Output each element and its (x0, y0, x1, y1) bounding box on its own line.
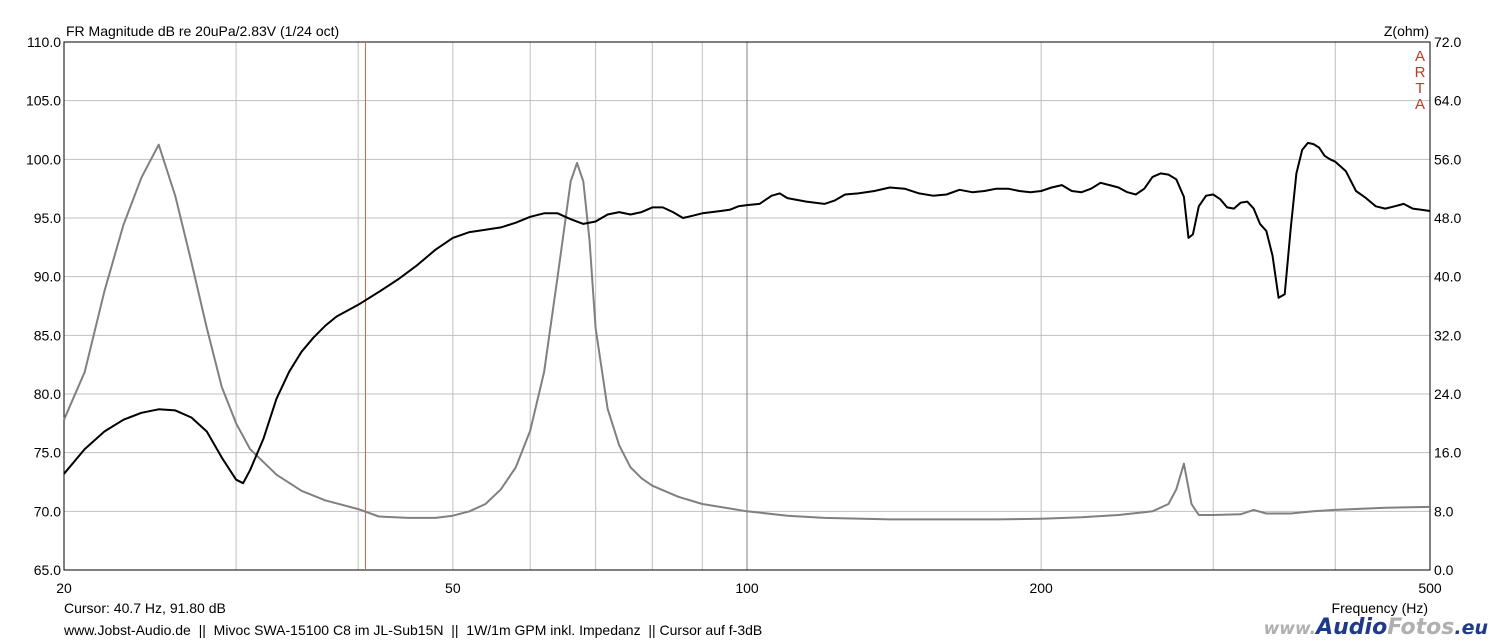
arta-letter-a2: A (1415, 96, 1425, 113)
watermark-eu: .eu (1454, 617, 1488, 639)
x-tick-label: 20 (56, 580, 72, 596)
y-left-axis: 65.0 70.0 75.0 80.0 85.0 90.0 95.0 100.0 105.0 11… (26, 34, 61, 578)
y-right-tick-label: 24.0 (1434, 386, 1461, 402)
y-left-tick-label: 100.0 (26, 151, 61, 167)
y-left-tick-label: 70.0 (34, 503, 61, 519)
y-left-tick-label: 105.0 (26, 93, 61, 109)
cursor-readout: Cursor: 40.7 Hz, 91.80 dB (64, 600, 226, 616)
y-right-tick-label: 64.0 (1434, 93, 1461, 109)
y-right-tick-label: 56.0 (1434, 151, 1461, 167)
arta-letter-t: T (1415, 80, 1424, 97)
y-left-tick-label: 85.0 (34, 327, 61, 343)
watermark-audio: Audio (1314, 615, 1387, 640)
x-tick-label: 50 (445, 580, 461, 596)
y-left-tick-label: 65.0 (34, 562, 61, 578)
y-right-tick-label: 40.0 (1434, 269, 1461, 285)
watermark-fotos: Fotos (1387, 615, 1454, 640)
grid (63, 41, 1431, 571)
y-right-tick-label: 48.0 (1434, 210, 1461, 226)
y-left-tick-label: 75.0 (34, 445, 61, 461)
arta-letter-a1: A (1415, 48, 1425, 65)
x-tick-label: 200 (1029, 580, 1053, 596)
plot-frame (63, 41, 1431, 571)
x-axis-label: Frequency (Hz) (1332, 600, 1428, 616)
x-axis: 20 50 100 200 500 (56, 580, 1442, 596)
y-right-tick-label: 8.0 (1434, 503, 1454, 519)
right-axis-title: Z(ohm) (1384, 23, 1429, 39)
chart-title: FR Magnitude dB re 20uPa/2.83V (1/24 oct… (66, 23, 339, 39)
footer-caption: www.Jobst-Audio.de || Mivoc SWA-15100 C8… (63, 622, 762, 638)
watermark-www: www. (1264, 619, 1317, 639)
fr-magnitude-line (63, 141, 1431, 485)
y-left-tick-label: 110.0 (27, 34, 61, 50)
y-left-tick-label: 90.0 (34, 269, 61, 285)
impedance-line (63, 143, 1431, 521)
y-left-tick-label: 95.0 (34, 210, 61, 226)
y-right-tick-label: 72.0 (1434, 34, 1461, 50)
series-group (63, 141, 1431, 521)
x-tick-label: 100 (735, 580, 759, 596)
arta-letter-r: R (1415, 64, 1426, 81)
y-right-tick-label: 16.0 (1434, 445, 1461, 461)
y-right-tick-label: 32.0 (1434, 327, 1461, 343)
x-tick-label: 500 (1418, 580, 1442, 596)
y-left-tick-label: 80.0 (34, 386, 61, 402)
watermark-logo: www.AudioFotos.eu (1264, 615, 1488, 640)
y-right-tick-label: 0.0 (1434, 562, 1454, 578)
y-right-axis: 0.0 8.0 16.0 24.0 32.0 40.0 48.0 56.0 64.0 72.0 (1434, 34, 1461, 578)
